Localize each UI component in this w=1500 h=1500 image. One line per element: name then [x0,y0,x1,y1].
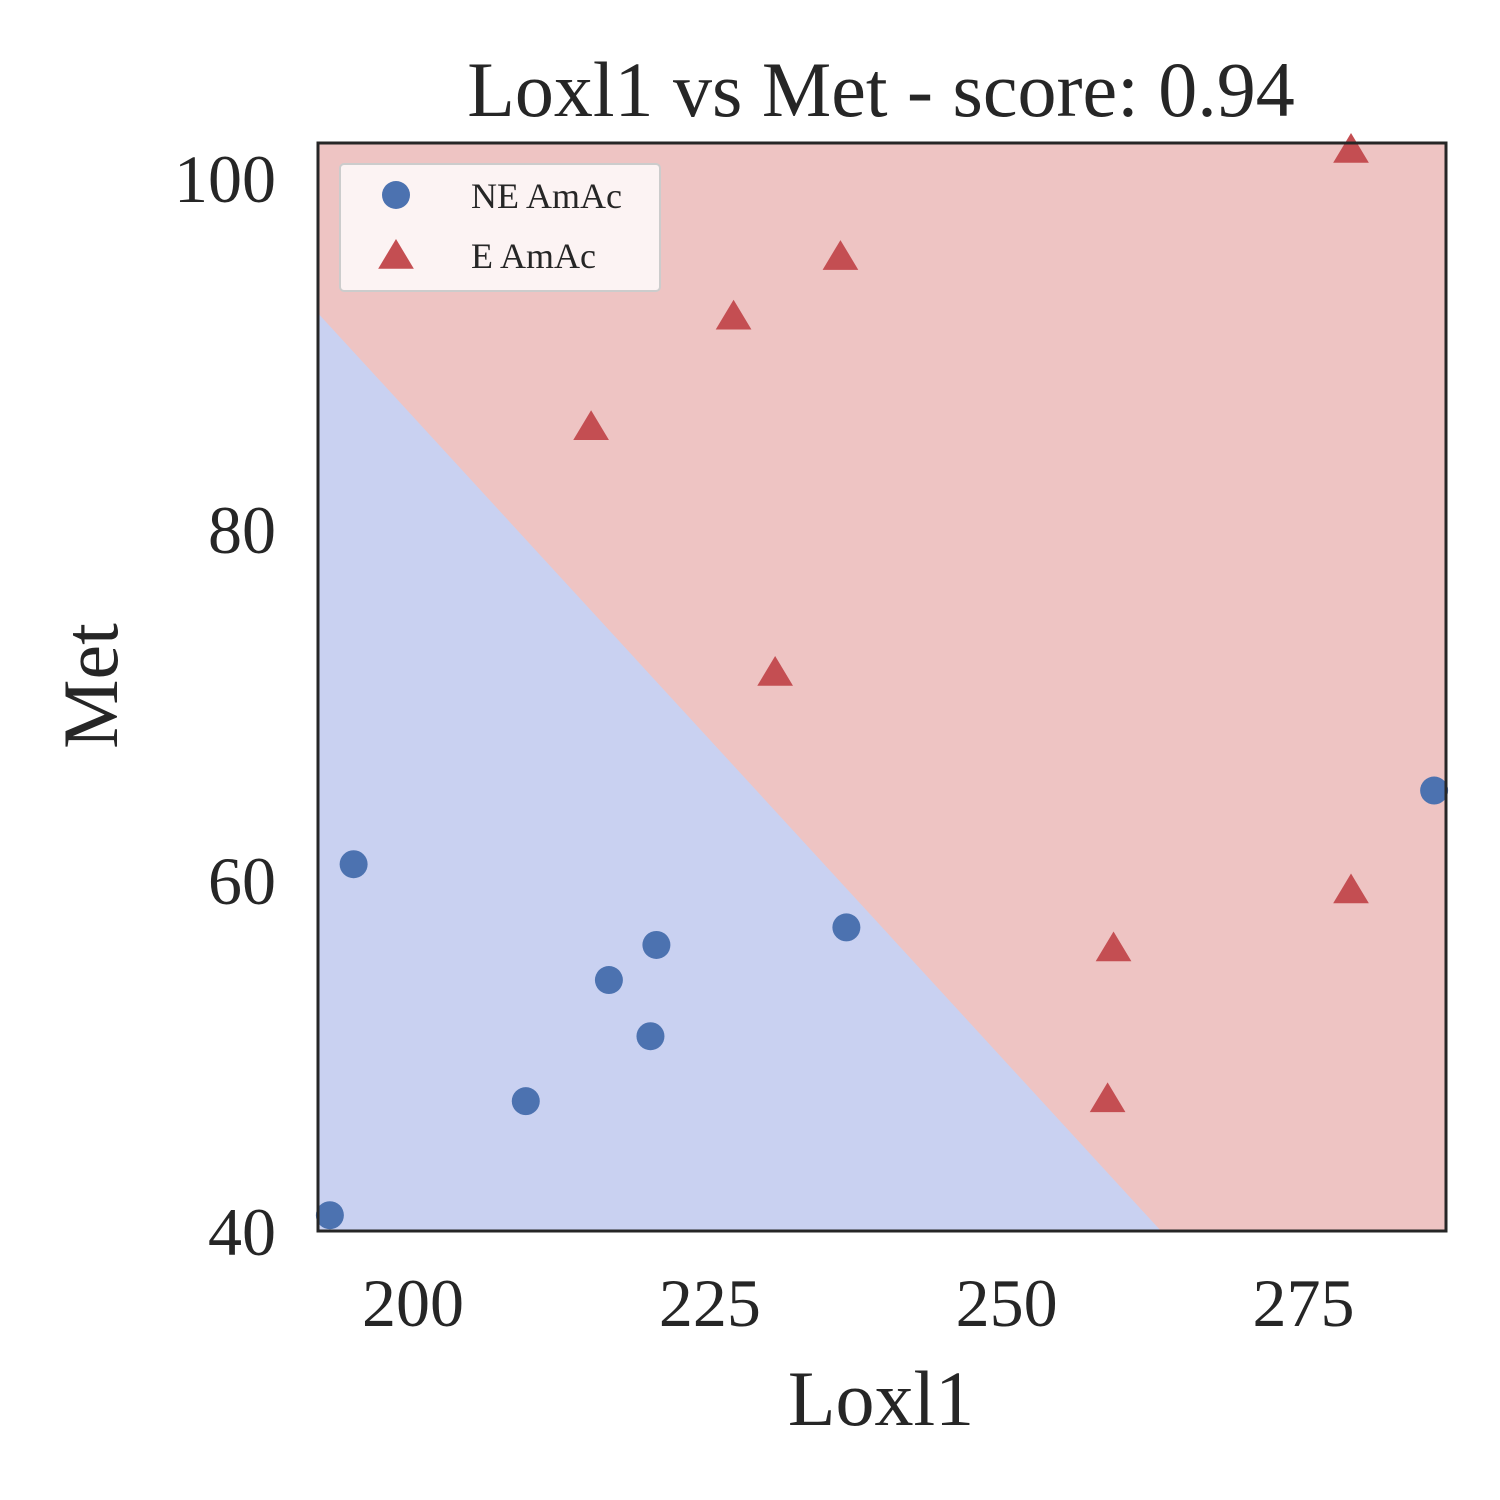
legend-marker-e-amac [378,239,414,269]
e-amac-point [822,240,859,270]
legend-label-ne-amac: NE AmAc [471,176,622,216]
data-markers [315,133,1449,1230]
ne-amac-point [315,1201,344,1230]
ne-amac-point [636,1022,665,1051]
plot-frame [316,141,1448,1233]
e-amac-point [1333,133,1369,163]
x-axis-label: Loxl1 [788,1355,974,1442]
chart-title: Loxl1 vs Met - score: 0.94 [467,46,1295,133]
legend: NE AmAc E AmAc [339,163,661,292]
x-tick-label: 275 [1253,1265,1355,1341]
axis-ticks: 200 225 250 275 40 60 80 100 [174,141,1355,1341]
e-amac-point [1089,1082,1126,1113]
y-tick-label: 80 [208,492,276,568]
x-tick-label: 200 [362,1265,464,1341]
y-tick-label: 60 [208,843,276,919]
ne-amac-point [1420,776,1449,805]
ne-amac-point [594,966,623,995]
x-tick-label: 250 [956,1265,1058,1341]
plot-area [318,143,1446,1231]
ne-amac-point [642,930,671,959]
e-amac-point [573,410,609,441]
y-tick-label: 100 [174,141,276,217]
ne-amac-point [832,913,861,942]
e-amac-point [715,299,752,330]
legend-marker-ne-amac [382,181,410,209]
e-amac-point [1095,931,1132,962]
y-tick-label: 40 [208,1194,276,1270]
region-ne-amac [318,313,1162,1231]
e-amac-point [757,655,793,686]
y-axis-label: Met [47,623,134,749]
legend-label-e-amac: E AmAc [471,236,596,276]
ne-amac-point [511,1087,540,1116]
e-amac-point [1333,873,1369,904]
ne-amac-point [339,850,368,879]
x-tick-label: 225 [659,1265,761,1341]
